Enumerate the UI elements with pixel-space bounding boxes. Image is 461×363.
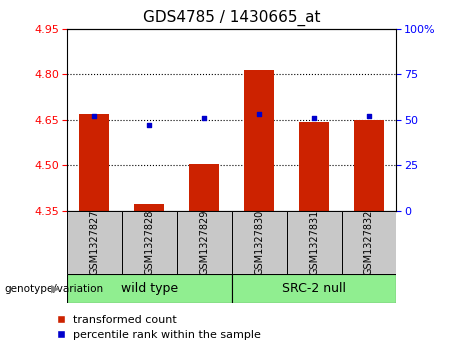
Text: GSM1327832: GSM1327832	[364, 209, 374, 275]
Bar	[79, 114, 109, 211]
Text: SRC-2 null: SRC-2 null	[282, 282, 346, 295]
Text: ▶: ▶	[51, 284, 59, 294]
Title: GDS4785 / 1430665_at: GDS4785 / 1430665_at	[143, 10, 320, 26]
Point	[201, 115, 208, 121]
Point	[365, 113, 372, 119]
Bar	[299, 122, 329, 211]
FancyBboxPatch shape	[231, 274, 396, 303]
FancyBboxPatch shape	[287, 211, 342, 274]
Bar	[354, 121, 384, 211]
Text: GSM1327827: GSM1327827	[89, 209, 99, 275]
Point	[146, 122, 153, 128]
Bar	[244, 70, 274, 211]
FancyBboxPatch shape	[231, 211, 287, 274]
Bar	[134, 204, 165, 211]
FancyBboxPatch shape	[122, 211, 177, 274]
FancyBboxPatch shape	[177, 211, 231, 274]
FancyBboxPatch shape	[67, 274, 231, 303]
Text: wild type: wild type	[121, 282, 178, 295]
Point	[255, 111, 263, 117]
Point	[310, 115, 318, 121]
Bar	[189, 164, 219, 211]
Text: GSM1327828: GSM1327828	[144, 209, 154, 275]
Text: GSM1327831: GSM1327831	[309, 210, 319, 275]
Legend: transformed count, percentile rank within the sample: transformed count, percentile rank withi…	[52, 312, 263, 342]
Point	[91, 113, 98, 119]
Text: GSM1327830: GSM1327830	[254, 210, 264, 275]
FancyBboxPatch shape	[342, 211, 396, 274]
FancyBboxPatch shape	[67, 211, 122, 274]
Text: genotype/variation: genotype/variation	[5, 284, 104, 294]
Text: GSM1327829: GSM1327829	[199, 209, 209, 275]
